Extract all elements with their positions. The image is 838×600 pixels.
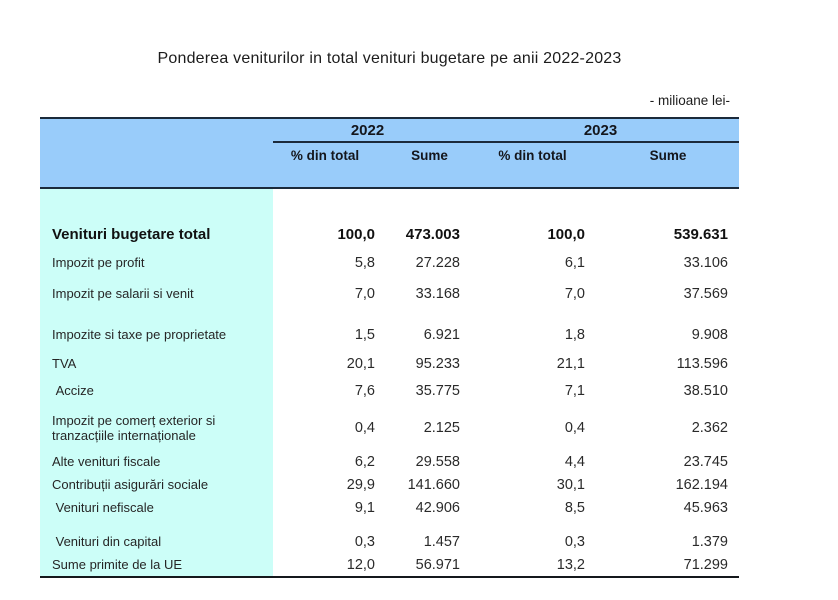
value-pct-2022: 20,1 xyxy=(346,355,375,372)
table-body: Venituri bugetare total 100,0 473.003 10… xyxy=(40,189,739,578)
value-sume-2022: 33.168 xyxy=(415,286,460,302)
table-row: TVA 20,1 95.233 21,1 113.596 xyxy=(40,350,739,377)
value-pct-2022: 1,5 xyxy=(354,327,375,343)
value-pct-2022: 0,3 xyxy=(354,534,375,550)
value-sume-2022: 27.228 xyxy=(415,255,460,271)
value-pct-2023: 21,1 xyxy=(556,355,585,372)
table-row: Impozit pe comerț exterior si tranzacții… xyxy=(40,406,739,450)
value-pct-2023: 0,3 xyxy=(564,534,585,550)
row-label: Impozite si taxe pe proprietate xyxy=(52,327,227,343)
value-pct-2023: 1,8 xyxy=(564,327,585,343)
table-header: 2022 2023 % din total Sume % din total S… xyxy=(40,119,739,189)
value-pct-2022: 0,4 xyxy=(354,420,375,436)
row-label: Impozit pe comerț exterior si tranzacții… xyxy=(52,412,219,443)
year-header-2023: 2023 xyxy=(583,121,618,139)
value-sume-2022: 6.921 xyxy=(423,327,460,343)
value-pct-2023: 6,1 xyxy=(564,255,585,271)
table-row: Venituri bugetare total 100,0 473.003 10… xyxy=(40,221,739,248)
value-pct-2023: 7,0 xyxy=(564,286,585,302)
value-pct-2022: 100,0 xyxy=(337,226,375,243)
sub-header-pct-2022: % din total xyxy=(290,148,360,163)
value-sume-2022: 141.660 xyxy=(407,476,460,493)
value-pct-2022: 7,0 xyxy=(354,286,375,302)
value-pct-2023: 13,2 xyxy=(556,557,585,573)
value-pct-2022: 7,6 xyxy=(354,382,375,399)
value-sume-2023: 38.510 xyxy=(683,382,728,399)
row-label: Alte venituri fiscale xyxy=(52,453,161,469)
table-row: Impozit pe salarii si venit 7,0 33.168 7… xyxy=(40,278,739,310)
year-header-2022: 2022 xyxy=(350,121,385,139)
value-pct-2022: 9,1 xyxy=(354,500,375,516)
value-pct-2023: 8,5 xyxy=(564,500,585,516)
value-pct-2023: 100,0 xyxy=(547,226,585,243)
value-sume-2022: 2.125 xyxy=(423,420,460,436)
value-sume-2023: 23.745 xyxy=(683,453,728,470)
value-sume-2022: 35.775 xyxy=(415,382,460,399)
value-sume-2023: 37.569 xyxy=(683,286,728,302)
value-sume-2023: 1.379 xyxy=(691,534,728,550)
row-label: Impozit pe profit xyxy=(52,255,145,271)
value-sume-2023: 539.631 xyxy=(673,226,728,243)
year-header-row: 2022 2023 xyxy=(40,119,739,141)
row-label: Venituri nefiscale xyxy=(52,500,154,516)
table-row: Impozite si taxe pe proprietate 1,5 6.92… xyxy=(40,320,739,350)
row-label: Venituri din capital xyxy=(52,534,162,550)
table-row: Impozit pe profit 5,8 27.228 6,1 33.106 xyxy=(40,248,739,278)
value-pct-2023: 0,4 xyxy=(564,420,585,436)
sub-header-row: % din total Sume % din total Sume xyxy=(40,143,739,168)
value-sume-2022: 42.906 xyxy=(415,500,460,516)
table-row: Alte venituri fiscale 6,2 29.558 4,4 23.… xyxy=(40,450,739,473)
table-row: Contribuții asigurări sociale 29,9 141.6… xyxy=(40,473,739,496)
revenue-table: 2022 2023 % din total Sume % din total S… xyxy=(40,117,739,578)
row-label: Sume primite de la UE xyxy=(52,557,183,573)
row-label: Impozit pe salarii si venit xyxy=(52,286,194,302)
row-label: TVA xyxy=(52,355,77,371)
value-sume-2022: 29.558 xyxy=(415,453,460,470)
table-row: Sume primite de la UE 12,0 56.971 13,2 7… xyxy=(40,554,739,576)
value-pct-2022: 5,8 xyxy=(354,255,375,271)
value-sume-2023: 2.362 xyxy=(691,420,728,436)
value-pct-2023: 4,4 xyxy=(564,453,585,470)
value-pct-2023: 7,1 xyxy=(564,382,585,399)
value-pct-2022: 12,0 xyxy=(346,557,375,573)
sub-header-sume-2022: Sume xyxy=(411,148,448,163)
sub-header-sume-2023: Sume xyxy=(649,148,687,163)
value-pct-2022: 6,2 xyxy=(354,453,375,470)
table-row: Venituri nefiscale 9,1 42.906 8,5 45.963 xyxy=(40,496,739,520)
value-sume-2023: 113.596 xyxy=(676,355,728,372)
value-sume-2023: 162.194 xyxy=(675,476,728,493)
value-sume-2023: 9.908 xyxy=(691,327,728,343)
value-sume-2022: 473.003 xyxy=(405,226,460,243)
unit-note: - milioane lei- xyxy=(649,93,730,108)
page-title: Ponderea veniturilor in total venituri b… xyxy=(157,50,622,67)
value-sume-2023: 33.106 xyxy=(683,255,728,271)
value-sume-2022: 95.233 xyxy=(415,355,460,372)
row-label: Contribuții asigurări sociale xyxy=(52,476,209,492)
value-sume-2022: 56.971 xyxy=(415,557,460,573)
row-label: Accize xyxy=(52,382,94,398)
sub-header-pct-2023: % din total xyxy=(498,148,567,163)
table-row: Venituri din capital 0,3 1.457 0,3 1.379 xyxy=(40,530,739,554)
row-label: Venituri bugetare total xyxy=(52,225,211,243)
value-sume-2022: 1.457 xyxy=(423,534,460,550)
value-pct-2022: 29,9 xyxy=(346,476,375,493)
value-sume-2023: 45.963 xyxy=(683,500,728,516)
value-pct-2023: 30,1 xyxy=(556,476,585,493)
year-underline xyxy=(273,141,739,143)
value-sume-2023: 71.299 xyxy=(683,557,728,573)
table-row: Accize 7,6 35.775 7,1 38.510 xyxy=(40,377,739,404)
